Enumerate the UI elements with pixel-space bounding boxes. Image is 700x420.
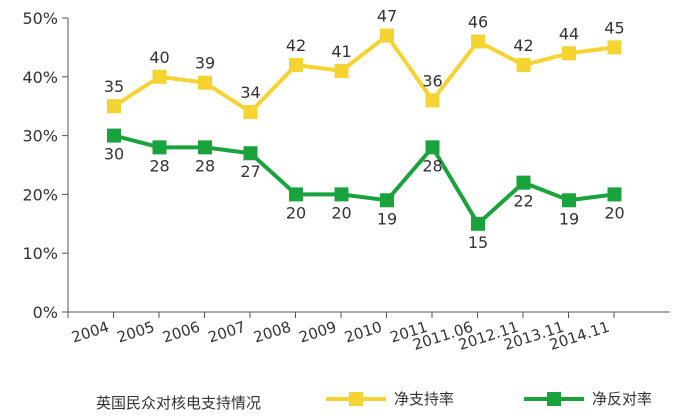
data-point-support	[562, 46, 576, 61]
data-label-oppose: 28	[422, 156, 442, 175]
data-label-oppose: 28	[149, 156, 169, 175]
data-point-support	[380, 28, 394, 43]
data-label-support: 47	[377, 7, 397, 26]
data-label-support: 36	[422, 71, 442, 90]
data-point-support	[607, 40, 622, 55]
data-label-support: 34	[240, 83, 260, 102]
y-tick-label: 0%	[33, 303, 58, 322]
data-point-oppose	[152, 140, 167, 155]
data-point-oppose	[107, 128, 121, 143]
data-point-oppose	[198, 140, 212, 155]
x-tick-label: 2006	[160, 318, 202, 347]
legend-oppose: 净反对率	[524, 388, 652, 409]
data-point-support	[107, 99, 121, 114]
data-label-oppose: 20	[604, 203, 624, 222]
data-point-support	[152, 69, 167, 84]
data-label-oppose: 20	[286, 203, 306, 222]
data-point-support	[516, 58, 531, 73]
data-label-support: 42	[286, 36, 306, 55]
data-point-oppose	[289, 187, 303, 202]
data-point-support	[289, 58, 303, 73]
data-point-oppose	[471, 216, 485, 231]
legend-title: 英国民众对核电支持情况	[96, 394, 262, 412]
data-point-support	[425, 93, 440, 108]
data-label-support: 44	[559, 24, 579, 43]
x-tick-label: 2007	[206, 318, 248, 347]
y-tick-label: 30%	[22, 127, 58, 146]
data-point-oppose	[380, 193, 394, 208]
data-point-support	[198, 75, 212, 90]
data-label-support: 45	[604, 18, 624, 37]
data-label-oppose: 19	[377, 209, 397, 228]
x-tick-label: 2005	[115, 318, 157, 347]
x-tick-label: 2004	[69, 318, 111, 347]
data-point-oppose	[334, 187, 349, 202]
legend-support-label: 净支持率	[394, 390, 455, 408]
data-label-support: 35	[104, 77, 124, 96]
data-label-support: 46	[468, 13, 488, 32]
data-point-oppose	[516, 175, 531, 190]
legend-oppose-label: 净反对率	[592, 390, 653, 408]
series-line-support	[112, 33, 615, 115]
data-point-support	[334, 63, 349, 78]
x-tick-label: 2009	[297, 318, 339, 347]
data-label-oppose: 19	[559, 209, 579, 228]
data-label-support: 39	[195, 54, 215, 73]
data-point-oppose	[562, 193, 576, 208]
x-tick-label: 2010	[342, 318, 384, 347]
data-label-oppose: 15	[468, 233, 488, 252]
y-tick-label: 50%	[22, 9, 58, 28]
series-line-oppose	[113, 133, 615, 226]
data-label-support: 40	[149, 48, 169, 67]
y-tick-label: 40%	[22, 68, 58, 87]
data-point-support	[471, 34, 485, 49]
data-label-oppose: 30	[104, 145, 124, 164]
legend-support: 净支持率	[326, 388, 454, 409]
data-label-oppose: 20	[331, 203, 351, 222]
data-point-support	[243, 105, 258, 120]
data-point-oppose	[425, 140, 440, 155]
data-label-oppose: 27	[240, 162, 260, 181]
y-tick-label: 10%	[22, 244, 58, 263]
data-point-oppose	[607, 187, 622, 202]
data-label-support: 42	[513, 36, 533, 55]
data-point-oppose	[243, 146, 258, 161]
y-tick-label: 20%	[22, 185, 58, 204]
x-tick-label: 2008	[251, 318, 293, 347]
data-label-support: 41	[331, 42, 351, 61]
legend-oppose-swatch	[524, 391, 584, 407]
data-label-oppose: 22	[513, 192, 533, 211]
legend-support-swatch	[326, 391, 386, 407]
data-label-oppose: 28	[195, 156, 215, 175]
